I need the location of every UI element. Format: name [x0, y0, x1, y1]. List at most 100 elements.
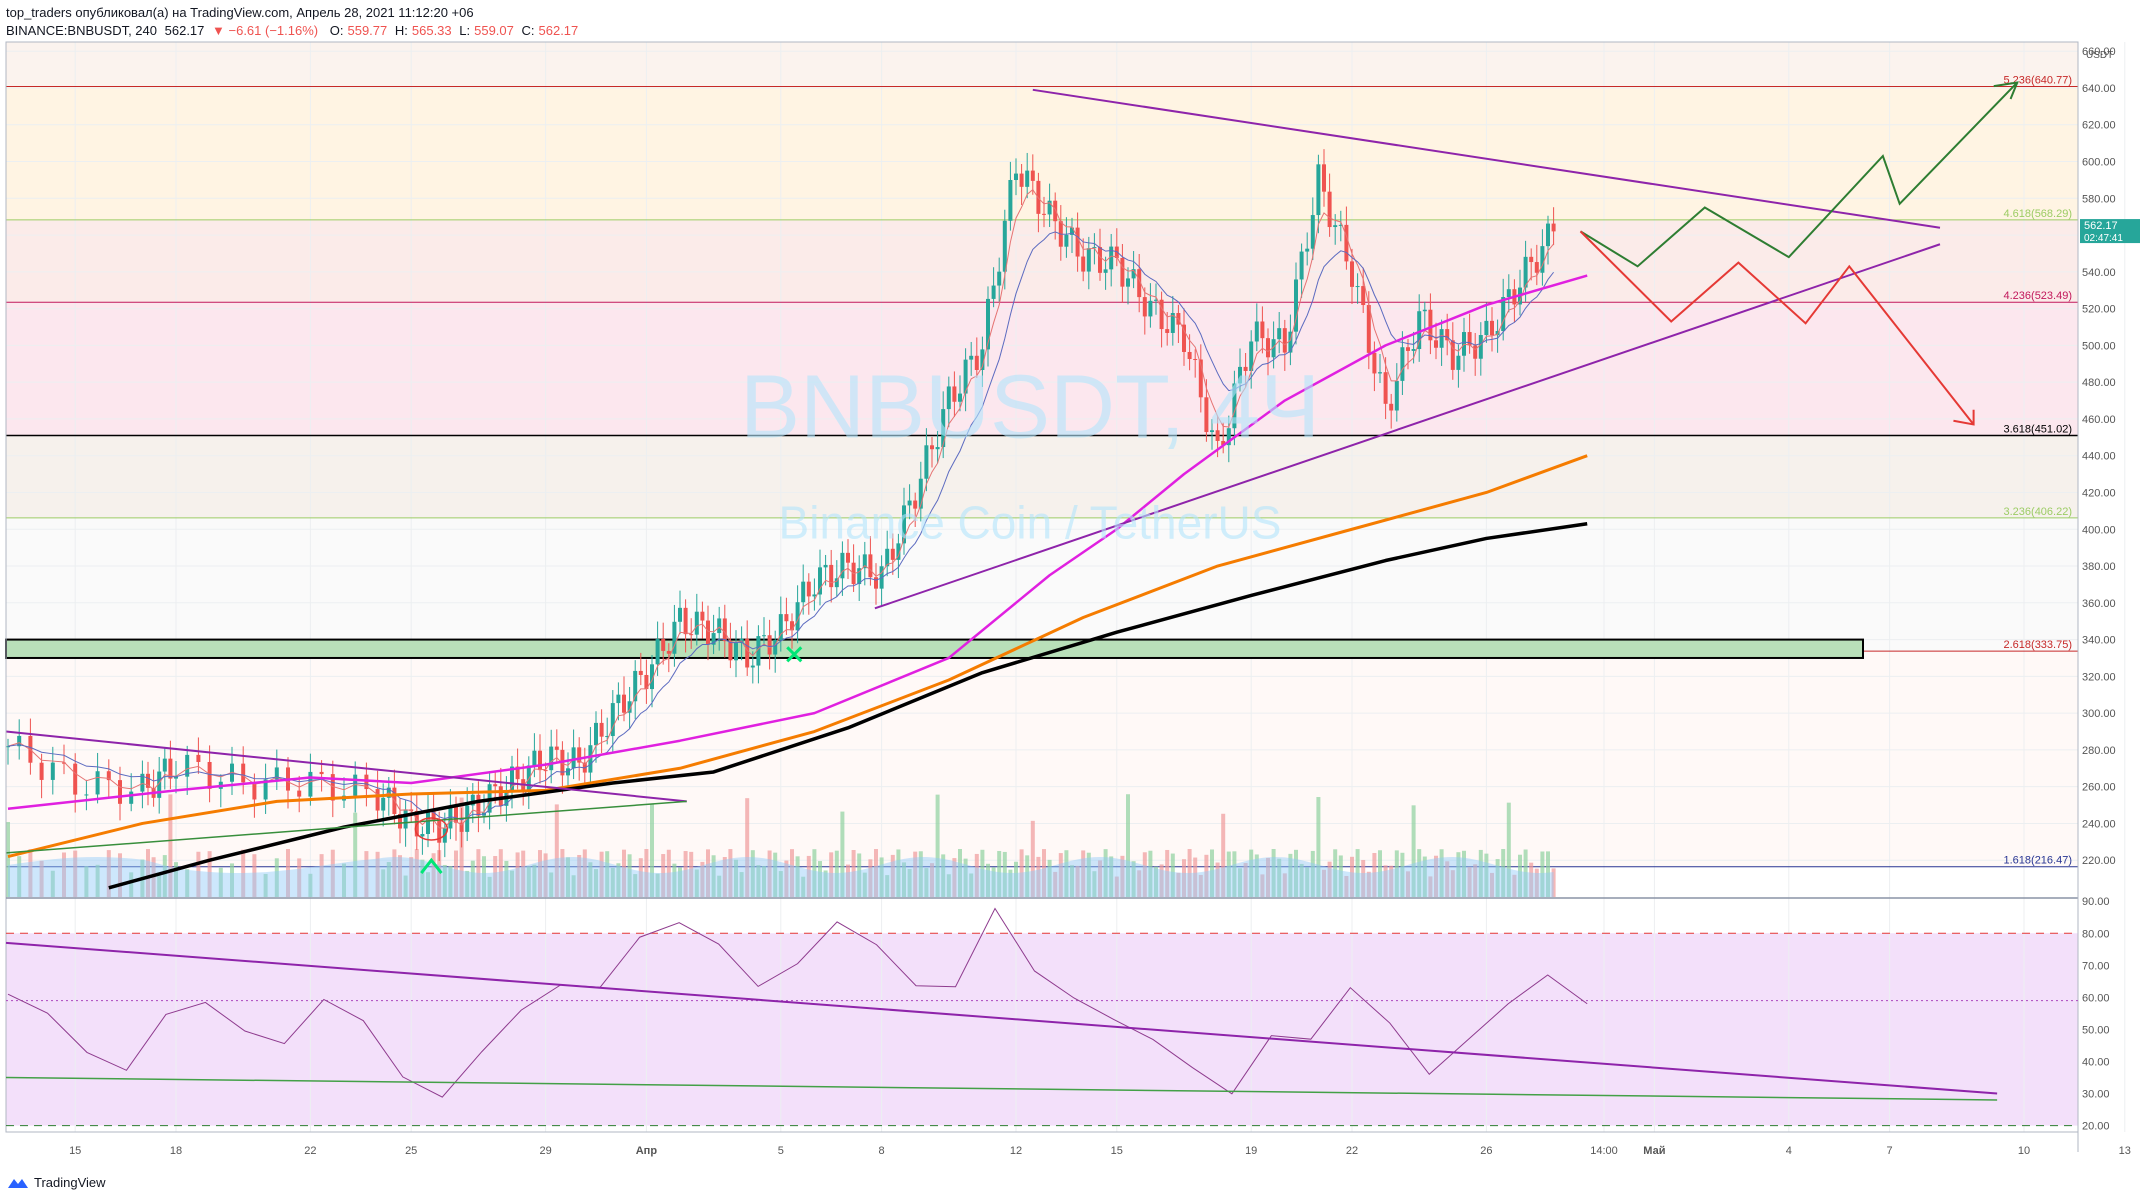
- candle-body: [1546, 223, 1550, 247]
- candle-body: [1327, 191, 1332, 228]
- candle-body: [700, 611, 705, 621]
- candle-body: [1294, 279, 1298, 332]
- volume-bar: [991, 867, 996, 897]
- candle-body: [874, 577, 878, 589]
- candle-body: [1506, 289, 1511, 298]
- candle-body: [1098, 247, 1102, 273]
- volume-bar: [616, 863, 621, 897]
- price-axis-tick: 300.00: [2082, 708, 2116, 720]
- price-axis-tick: 260.00: [2082, 782, 2116, 794]
- candle-body: [162, 758, 167, 772]
- volume-bar: [806, 855, 811, 897]
- candle-body: [1338, 224, 1343, 226]
- candle-body: [610, 703, 615, 737]
- candle-body: [437, 820, 442, 843]
- volume-bar: [1546, 851, 1550, 897]
- candle-body: [62, 762, 66, 764]
- candle-body: [1467, 332, 1472, 346]
- volume-bar: [1042, 849, 1046, 897]
- volume-bar: [1058, 853, 1063, 897]
- candle-body: [661, 639, 666, 651]
- volume-bar: [1467, 866, 1472, 897]
- volume-bar: [1193, 857, 1198, 897]
- tradingview-logo-icon: [8, 1178, 28, 1188]
- volume-bar: [95, 864, 100, 897]
- volume-bar: [767, 850, 772, 897]
- time-axis-tick: 15: [1111, 1145, 1123, 1157]
- volume-ma-area: [8, 857, 1554, 897]
- rsi-axis-tick: 80.00: [2082, 928, 2110, 940]
- currency-label: USDT: [2086, 50, 2113, 61]
- candle-body: [980, 349, 985, 370]
- volume-bar: [627, 854, 632, 897]
- candle-body: [1450, 340, 1455, 370]
- volume-bar: [1114, 876, 1119, 897]
- volume-bar: [1439, 849, 1444, 897]
- fib-label: 5.236(640.77): [2004, 75, 2073, 87]
- volume-bar: [862, 872, 867, 897]
- volume-bar: [840, 811, 845, 897]
- up-marker-icon: [420, 857, 443, 875]
- volume-bar: [118, 853, 122, 897]
- fib-label: 3.618(451.02): [2004, 423, 2073, 435]
- volume-bar: [1383, 865, 1388, 897]
- time-axis-tick: 22: [304, 1145, 316, 1157]
- volume-bar: [907, 868, 912, 897]
- time-axis-tick: 8: [879, 1145, 885, 1157]
- candle-body: [1422, 309, 1427, 312]
- volume-bar: [829, 852, 834, 897]
- volume-bar: [1322, 869, 1326, 897]
- candle-body: [577, 747, 582, 763]
- candle-body: [207, 761, 212, 789]
- volume-bar: [1294, 849, 1298, 897]
- volume-bar: [526, 866, 531, 897]
- volume-bar: [168, 794, 173, 897]
- volume-bar: [28, 849, 33, 897]
- candle-body: [375, 789, 380, 811]
- trend-upper-line: [1032, 88, 1941, 229]
- volume-bar: [812, 849, 817, 897]
- candle-body: [745, 638, 750, 668]
- fib-label: 1.618(216.47): [2004, 855, 2073, 867]
- volume-bar: [750, 850, 755, 897]
- time-axis-tick: 7: [1887, 1145, 1893, 1157]
- volume-bar: [879, 857, 884, 897]
- candle-body: [1445, 329, 1450, 341]
- price-axis-tick: 520.00: [2082, 304, 2116, 316]
- candle-body: [1406, 347, 1410, 351]
- symbol-label: BINANCE:BNBUSDT, 240: [6, 23, 157, 38]
- candle-body: [1154, 299, 1158, 301]
- volume-bar: [398, 855, 402, 897]
- candle-body: [941, 409, 946, 448]
- candle-body: [515, 766, 520, 780]
- volume-bar: [1534, 868, 1539, 897]
- candle-body: [1529, 256, 1534, 263]
- candle-body: [274, 767, 279, 780]
- volume-bar: [532, 864, 537, 897]
- volume-bar: [588, 862, 593, 897]
- candle-body: [756, 636, 761, 666]
- volume-bar: [1338, 855, 1343, 897]
- time-axis-tick: 25: [405, 1145, 417, 1157]
- candle-body: [913, 500, 918, 509]
- candle-body: [1232, 383, 1237, 429]
- candle-body: [633, 670, 638, 702]
- candle-body: [1008, 179, 1013, 221]
- rsi-axis-tick: 50.00: [2082, 1024, 2110, 1036]
- volume-bar: [1523, 849, 1528, 897]
- volume-bar: [1204, 854, 1209, 897]
- volume-bar: [1428, 876, 1433, 897]
- candle-body: [118, 780, 122, 804]
- volume-bar: [582, 849, 587, 897]
- volume-bar: [50, 870, 55, 897]
- volume-bar: [997, 850, 1002, 897]
- high-label: H:: [394, 23, 408, 38]
- candle-body: [1142, 297, 1147, 317]
- price-axis-tick: 460.00: [2082, 414, 2116, 426]
- candle-body: [174, 776, 178, 779]
- volume-bar: [958, 849, 962, 897]
- time-axis-tick: 29: [539, 1145, 551, 1157]
- rsi-support-line: [5, 1076, 1998, 1101]
- volume-bar: [683, 851, 688, 897]
